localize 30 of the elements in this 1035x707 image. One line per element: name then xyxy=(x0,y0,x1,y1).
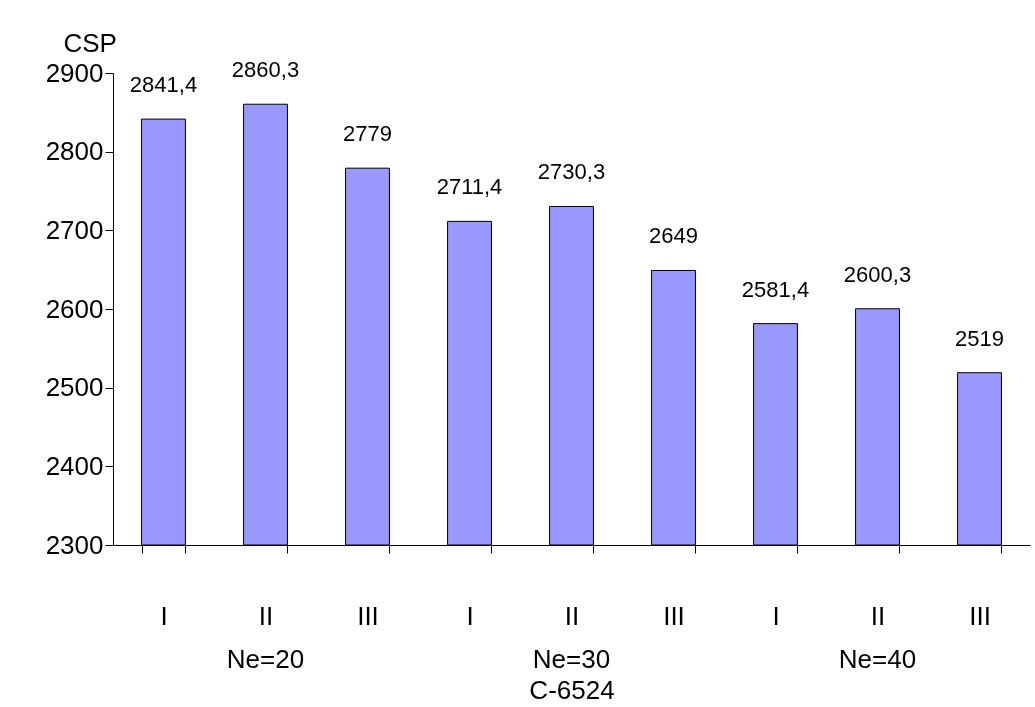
x-tick-label: I xyxy=(466,600,474,631)
y-tick-label: 2800 xyxy=(45,136,104,167)
text: Ne=20 xyxy=(226,644,305,674)
x-tick-label: I xyxy=(772,600,780,631)
data-label: 2730,3 xyxy=(537,159,606,185)
x-tick-label: II xyxy=(870,600,886,631)
x-tick-label: III xyxy=(357,600,379,631)
data-label: 2519 xyxy=(955,325,1004,351)
x-axis-title: C-6524 xyxy=(529,674,615,705)
data-label: 2600,3 xyxy=(843,261,912,287)
text: Ne=30 xyxy=(532,644,611,674)
x-tick-label: II xyxy=(564,600,580,631)
y-tick-label: 2500 xyxy=(45,372,104,403)
data-label: 2779 xyxy=(343,121,392,147)
data-label: 2649 xyxy=(649,223,698,249)
x-tick-label: III xyxy=(663,600,685,631)
y-tick-label: 2300 xyxy=(45,529,104,560)
text: Ne=40 xyxy=(838,644,917,674)
y-tick-label: 2400 xyxy=(45,450,104,481)
data-label: 2581,4 xyxy=(741,276,810,302)
x-tick-label: II xyxy=(258,600,274,631)
data-label: 2841,4 xyxy=(129,72,198,98)
y-axis-title: CSP xyxy=(63,27,117,58)
y-tick-label: 2700 xyxy=(45,214,104,245)
x-tick-label: III xyxy=(969,600,991,631)
y-tick-label: 2600 xyxy=(45,293,104,324)
data-label: 2860,3 xyxy=(231,57,300,83)
data-label: 2711,4 xyxy=(436,174,503,200)
y-tick-label: 2900 xyxy=(45,57,104,88)
x-tick-label: I xyxy=(160,600,168,631)
